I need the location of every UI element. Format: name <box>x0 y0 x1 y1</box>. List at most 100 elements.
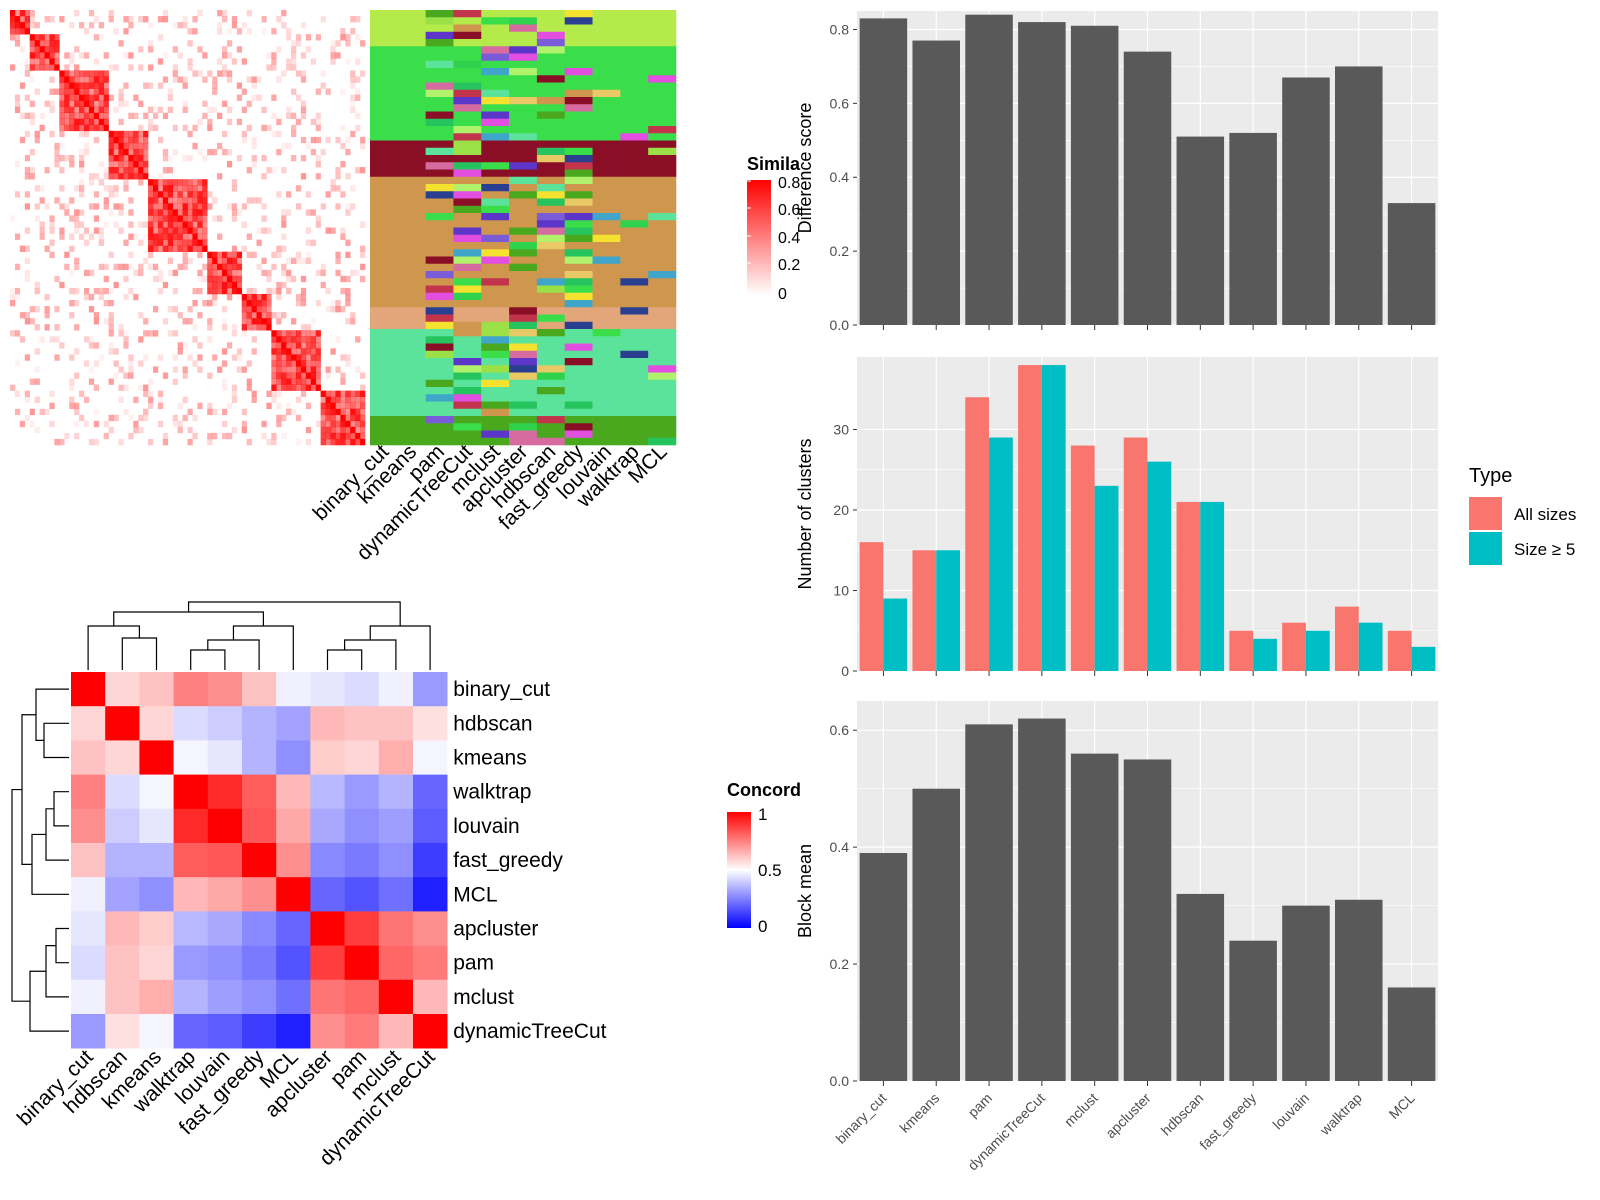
concordance-cell <box>139 740 174 775</box>
similarity-cell <box>286 287 292 295</box>
similarity-cell <box>236 209 243 216</box>
annotation-cell <box>425 140 454 149</box>
similarity-cell <box>74 118 80 126</box>
similarity-cell <box>355 438 361 446</box>
similarity-cell <box>113 167 119 174</box>
annotation-cell <box>536 205 566 214</box>
similarity-cell <box>325 191 331 198</box>
similarity-cell <box>128 130 134 138</box>
annotation-cell <box>592 184 621 192</box>
annotation-cell <box>592 387 621 395</box>
similarity-cell <box>241 324 247 331</box>
annotation-cell <box>620 314 649 323</box>
similarity-cell <box>241 136 247 144</box>
similarity-cell <box>148 378 154 385</box>
similarity-cell <box>123 167 129 174</box>
similarity-legend-label: 0 <box>778 286 787 303</box>
bar <box>859 18 908 325</box>
concordance-cell <box>413 774 448 810</box>
similarity-cell <box>128 209 134 216</box>
similarity-cell <box>44 167 50 174</box>
similarity-cell <box>350 130 356 138</box>
similarity-cell <box>345 414 351 422</box>
similarity-cell <box>19 112 26 120</box>
annotation-cell <box>564 46 593 54</box>
annotation-cell <box>370 321 399 330</box>
bar <box>965 724 1013 1081</box>
annotation-cell <box>536 292 566 301</box>
similarity-cell <box>340 408 346 416</box>
similarity-cell <box>271 348 277 355</box>
annotation-cell <box>453 176 482 185</box>
annotation-cell <box>592 358 621 366</box>
similarity-cell <box>148 227 154 234</box>
annotation-cell <box>370 126 399 134</box>
similarity-cell <box>93 318 100 325</box>
concordance-cell <box>310 945 345 981</box>
annotation-cell <box>592 198 621 207</box>
similarity-cell <box>217 251 223 259</box>
similarity-cell <box>79 88 85 95</box>
bar <box>965 14 1013 325</box>
similarity-cell <box>118 100 124 107</box>
similarity-cell <box>295 40 302 47</box>
similarity-cell <box>172 269 178 277</box>
similarity-cell <box>291 354 297 361</box>
similarity-cell <box>286 342 292 349</box>
annotation-cell <box>592 75 621 83</box>
similarity-cell <box>69 161 75 168</box>
similarity-cell <box>241 203 247 210</box>
concordance-cell <box>413 945 448 981</box>
similarity-cell <box>226 342 233 349</box>
similarity-cell <box>74 185 80 192</box>
annotation-cell <box>620 329 649 337</box>
similarity-cell <box>39 46 45 53</box>
similarity-cell <box>187 239 193 246</box>
similarity-cell <box>162 52 169 59</box>
similarity-cell <box>113 28 119 35</box>
concordance-cell <box>71 877 106 912</box>
similarity-cell <box>246 360 252 367</box>
concordance-cell <box>242 706 277 741</box>
annotation-cell <box>536 387 566 395</box>
annotation-cell <box>536 17 566 25</box>
similarity-cell <box>172 227 178 234</box>
annotation-cell <box>370 220 399 228</box>
annotation-cell <box>453 387 482 395</box>
similarity-cell <box>286 378 292 385</box>
bar <box>1070 445 1095 671</box>
annotation-cell <box>620 430 649 439</box>
similarity-cell <box>24 112 31 120</box>
similarity-cell <box>59 130 65 138</box>
similarity-cell <box>315 330 321 337</box>
similarity-cell <box>34 88 40 95</box>
similarity-cell <box>187 221 193 228</box>
bar <box>1282 77 1330 326</box>
similarity-cell <box>286 106 292 114</box>
annotation-cell <box>425 53 454 62</box>
similarity-cell <box>118 94 124 101</box>
similarity-cell <box>271 58 277 65</box>
annotation-cell <box>453 379 482 388</box>
similarity-cell <box>276 378 282 385</box>
similarity-cell <box>148 82 154 89</box>
annotation-cell <box>481 300 510 308</box>
annotation-cell <box>592 394 621 402</box>
similarity-cell <box>123 100 129 107</box>
similarity-cell <box>148 203 154 210</box>
similarity-cell <box>251 306 257 313</box>
similarity-cell <box>360 426 366 434</box>
similarity-cell <box>118 263 124 271</box>
similarity-cell <box>202 215 208 222</box>
similarity-cell <box>152 263 159 271</box>
similarity-cell <box>133 155 139 162</box>
dendrogram-branch <box>53 791 69 827</box>
similarity-cell <box>187 185 193 192</box>
similarity-cell <box>88 306 95 313</box>
similarity-cell <box>231 251 238 259</box>
similarity-cell <box>39 112 45 120</box>
similarity-cell <box>271 251 277 259</box>
similarity-heatmap-cells <box>10 10 366 446</box>
similarity-cell <box>118 40 124 47</box>
annotation-cell <box>592 24 621 33</box>
